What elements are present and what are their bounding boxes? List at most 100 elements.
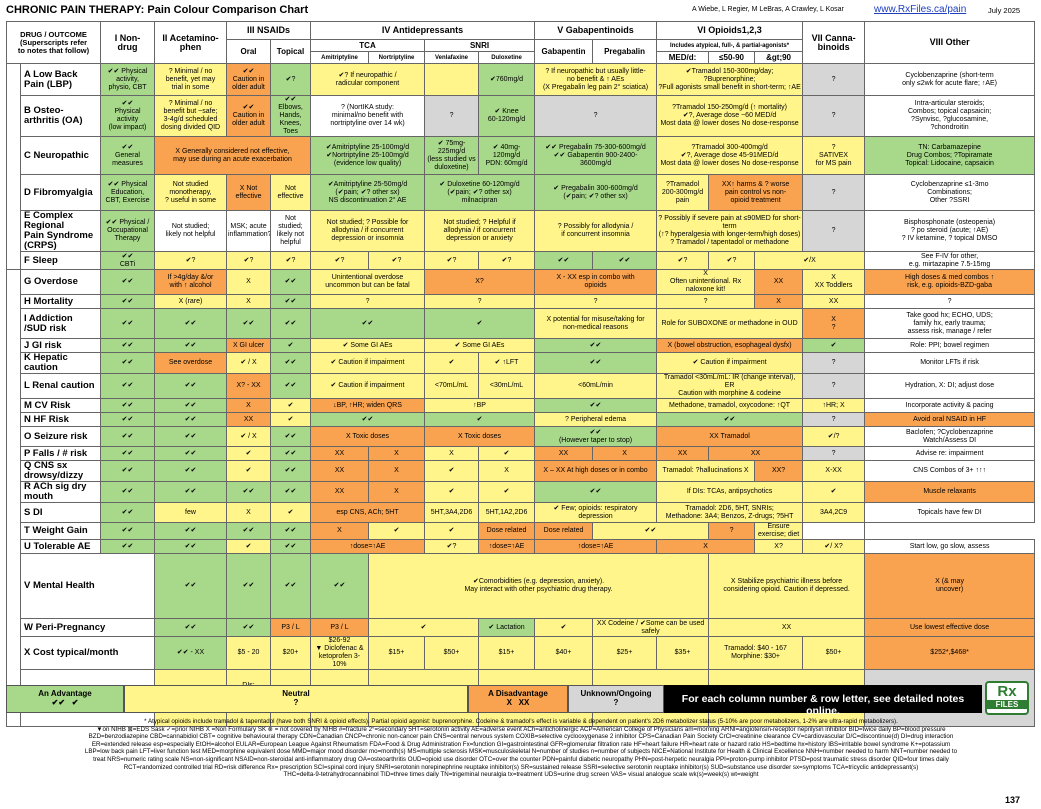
table-cell: $26-92 ▼ Diclofenac & ketoprofen 3-10%	[310, 636, 370, 670]
table-cell: ? Peripheral edema	[534, 412, 658, 427]
table-cell: Dose related	[534, 522, 594, 540]
table-cell: ✔?	[478, 251, 536, 270]
footnotes: * Atypical opioids include tramadol & ta…	[6, 718, 1036, 779]
table-cell: ✔/?	[802, 426, 866, 447]
table-cell: ✔Tramadol 150-300mg/day; ?Buprenorphine;…	[656, 63, 804, 96]
table-cell: ?	[424, 294, 536, 309]
col-opioids-sub: Includes atypical, full-, & partial-agon…	[656, 39, 804, 52]
table-cell: ✔	[802, 338, 866, 353]
table-cell: ✔✔	[100, 308, 155, 339]
table-cell: ?	[802, 446, 866, 461]
table-cell: XX	[708, 618, 866, 637]
table-cell: ✔ Some GI AEs	[310, 338, 426, 353]
row-label: E Complex Regional Pain Syndrome (CRPS)	[20, 210, 101, 252]
table-cell: ✔ Pregabalin 300-600mg/d (✔pain; ✔? othe…	[534, 174, 658, 211]
table-row: S DI ✔✔ few X ✔ esp CNS, ACh; 5HT 5HT,3A4,2D6 5…	[7, 502, 1036, 523]
table-cell: ✔	[368, 618, 480, 637]
table-cell: Role for SUBOXONE or methadone in OUD	[656, 308, 804, 339]
table-cell: ✔	[478, 446, 536, 461]
table-cell: ✔✔	[154, 446, 227, 461]
table-cell: ✔?	[424, 251, 480, 270]
table-cell: ✔ ↑LFT	[478, 352, 536, 374]
table-cell: XX	[226, 412, 271, 427]
table-cell: Unintentional overdose uncommon but can …	[310, 269, 426, 295]
table-cell: ✔✔	[310, 308, 426, 339]
table-cell: Monitor LFTs if risk	[864, 352, 1036, 374]
table-cell: ✔✔	[154, 618, 227, 637]
table-cell: ✔✔	[269, 539, 312, 554]
table-cell: ✔?	[269, 63, 312, 96]
table-cell: See overdose	[154, 352, 227, 374]
legend-neutral: Neutral?	[124, 685, 468, 713]
row-label: O Seizure risk	[20, 426, 101, 447]
table-cell: X Not effective	[226, 174, 271, 211]
col-med: MED/d:	[656, 51, 710, 64]
table-cell: Not effective	[269, 174, 312, 211]
table-cell: X	[754, 294, 804, 309]
table-cell: ✔Amitriptyline 25-50mg/d (✔pain; ✔? othe…	[310, 174, 426, 211]
table-cell: ✔✔	[154, 553, 227, 619]
table-cell: ✔✔	[269, 460, 312, 482]
table-cell: Use lowest effective dose	[864, 618, 1036, 637]
table-cell: ✔✔ Physical activity (low impact)	[100, 95, 155, 137]
table-cell: ✔	[269, 502, 312, 523]
table-cell	[802, 522, 866, 540]
table-row: U Tolerable AE ✔✔ ✔✔ ✔ ✔✔ ↑dose=↑AE ✔? ↑dose=↑A…	[7, 539, 1036, 554]
table-cell: ✔ / X	[226, 426, 271, 447]
col-snri: SNRI	[424, 39, 536, 52]
table-cell: ✔✔	[226, 618, 271, 637]
table-cell: <30mL/mL	[478, 373, 536, 399]
table-cell: ✔ / X	[226, 352, 271, 374]
table-cell: ✔?	[424, 539, 480, 554]
table-cell: XX	[708, 446, 804, 461]
table-cell: ✔✔	[226, 522, 271, 540]
table-cell: ↑dose=↑AE	[310, 539, 426, 554]
table-cell: ↑BP	[424, 398, 536, 413]
table-cell: Role: PPI; bowel regimen	[864, 338, 1036, 353]
table-cell: Not studied; ? Helpful if allodynia / if…	[424, 210, 536, 252]
table-cell: ✔✔	[226, 481, 271, 503]
table-cell: esp CNS, ACh; 5HT	[310, 502, 426, 523]
table-cell: ?Tramadol 150-250mg/d (↑ mortality) ✔?, …	[656, 95, 804, 137]
table-row: V Mental Health ✔✔ ✔✔ ✔✔ ✔✔ ✔Comorbidities (e…	[7, 553, 1036, 619]
table-cell: ✔?	[226, 251, 271, 270]
table-cell: XX↑ harms & ? worse pain control vs non-…	[708, 174, 804, 211]
table-row: F Sleep ✔✔ CBTi ✔? ✔? ✔? ✔? ✔? ✔? ✔? ✔✔ ✔✔ ✔? ✔? ✔/X S…	[7, 251, 1036, 270]
table-cell: ? If neuropathic but usually little- no …	[534, 63, 658, 96]
row-label: D Fibromyalgia	[20, 174, 101, 211]
table-cell: Tramadol: $40 - 167 Morphine: $30+	[708, 636, 804, 670]
table-row: E Complex Regional Pain Syndrome (CRPS) ✔…	[7, 210, 1036, 252]
table-cell: $50+	[424, 636, 480, 670]
table-cell: ?	[802, 352, 866, 374]
table-cell: 5HT,3A4,2D6	[424, 502, 480, 523]
table-row: Harms / Adverse EventsG Overdose✔✔If >4g…	[6, 269, 1036, 727]
legend-disadvantage-label: A Disadvantage	[488, 689, 548, 698]
table-cell: XX	[310, 481, 370, 503]
table-cell: ✔	[478, 481, 536, 503]
table-cell: ?	[802, 174, 866, 211]
table-cell: X (bowel obstruction, esophageal dysfx)	[656, 338, 804, 353]
row-label: M CV Risk	[20, 398, 101, 413]
table-cell: Hydration, X: DI; adjust dose	[864, 373, 1036, 399]
table-cell: Ensure exercise; diet	[754, 522, 804, 540]
table-cell: ✔	[534, 618, 594, 637]
rxfiles-link[interactable]: www.RxFiles.ca/pain	[874, 4, 967, 15]
table-cell: P3 / L	[269, 618, 312, 637]
table-cell: CNS Combos of 3+ ↑↑↑	[864, 460, 1036, 482]
table-cell: Topicals have few DI	[864, 502, 1036, 523]
table-cell: ✔ Duloxetine 60-120mg/d (✔pain; ✔? other…	[424, 174, 536, 211]
table-row: B Osteo- arthritis (OA) ✔✔ Physical activ…	[7, 95, 1036, 137]
table-cell: ✔✔	[100, 338, 155, 353]
footnote-line: treat NRS=numeric rating scale NS=non-si…	[93, 755, 949, 763]
table-cell: ✔✔ (However taper to stop)	[534, 426, 658, 447]
table-cell: ✔	[424, 412, 536, 427]
row-label: W Peri-Pregnancy	[20, 618, 155, 637]
table-cell: ✔	[424, 522, 480, 540]
table-cell: Methadone, tramadol, oxycodone: ↑QT	[656, 398, 804, 413]
table-cell: Cyclobenzaprine ≤1-3mo Combinations; Oth…	[864, 174, 1036, 211]
row-label: B Osteo- arthritis (OA)	[20, 95, 101, 137]
table-cell: $40+	[534, 636, 594, 670]
table-cell: X	[478, 460, 536, 482]
legend-unknown: Unknown/Ongoing?	[568, 685, 664, 713]
authors: A Wiebe, L Regier, M LeBras, A Crawley, …	[692, 6, 844, 13]
